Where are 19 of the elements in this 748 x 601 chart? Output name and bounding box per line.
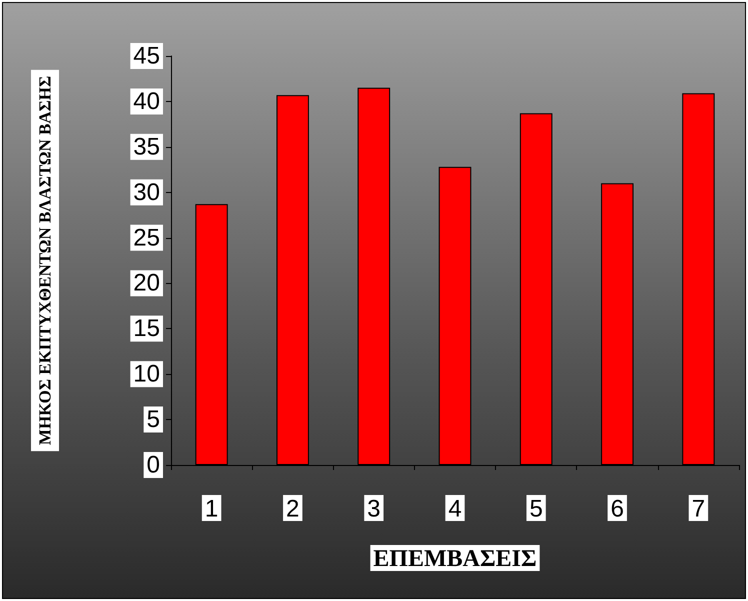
y-tick-label: 0 bbox=[146, 452, 160, 478]
y-tick-label: 30 bbox=[133, 178, 160, 206]
y-tick-label: 35 bbox=[133, 133, 160, 160]
x-tick-label: 6 bbox=[610, 496, 624, 522]
x-tick-label: 4 bbox=[448, 496, 462, 522]
x-tick-label: 1 bbox=[204, 496, 218, 522]
y-tick-label: 20 bbox=[133, 270, 160, 297]
x-tick-label: 5 bbox=[529, 496, 543, 522]
x-tick-label: 2 bbox=[286, 496, 300, 522]
x-axis-title: ΕΠΕΜΒΑΣΕΙΣ bbox=[373, 546, 537, 572]
x-tick-label: 7 bbox=[692, 496, 706, 522]
y-tick-label: 5 bbox=[146, 406, 160, 434]
y-tick-label: 25 bbox=[133, 224, 160, 252]
y-tick-label: 10 bbox=[133, 360, 160, 388]
y-tick-label: 15 bbox=[133, 315, 160, 342]
y-tick-label: 40 bbox=[133, 88, 160, 115]
y-axis-title: ΜΗΚΟΣ ΕΚΠΤΥΧΘΕΝΤΩΝ ΒΛΑΣΤΩΝ ΒΑΣΗΣ bbox=[36, 76, 54, 446]
y-tick-label: 45 bbox=[133, 42, 160, 70]
x-tick-label: 3 bbox=[367, 496, 381, 522]
